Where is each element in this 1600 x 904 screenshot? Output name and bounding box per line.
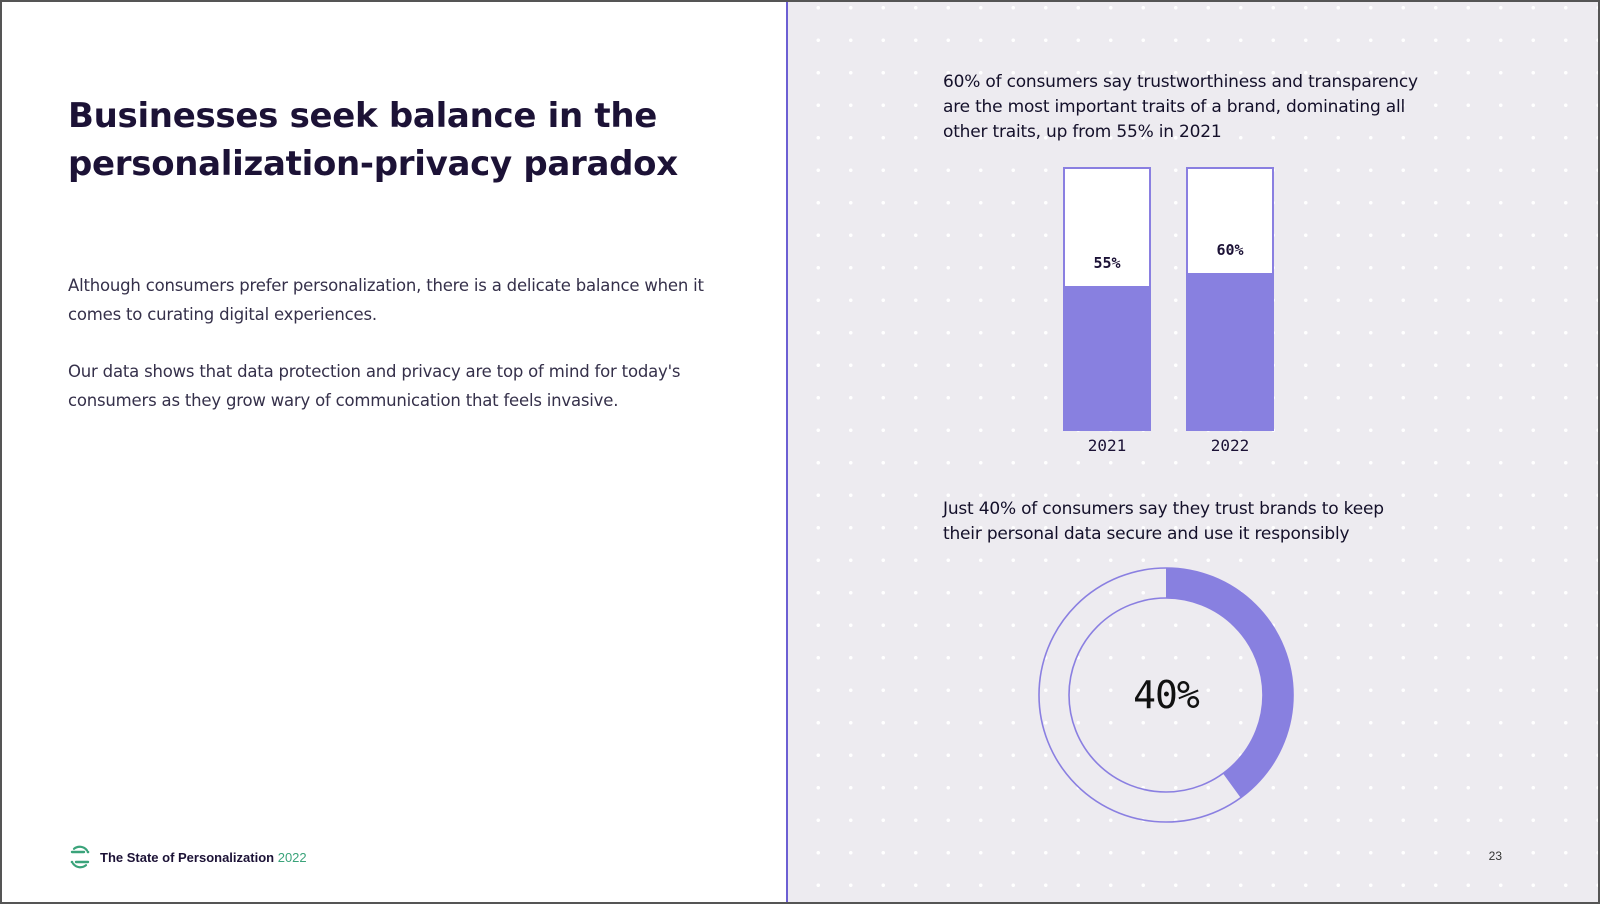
bar-fill-2022 <box>1186 272 1274 431</box>
intro-paragraph: Although consumers prefer personalizatio… <box>68 276 704 324</box>
right-panel: 60% of consumers say trustworthiness and… <box>786 2 1598 902</box>
footer-year: 2022 <box>277 849 307 865</box>
page-number: 23 <box>1488 849 1502 863</box>
bar-2022 <box>1186 167 1274 431</box>
donut-slice-40 <box>1166 568 1294 798</box>
left-panel: Businesses seek balance in the personali… <box>2 2 786 902</box>
bar-chart-title: 60% of consumers say trustworthiness and… <box>943 72 1418 142</box>
bar-category-label-2021: 2021 <box>1087 436 1127 455</box>
footer-title: The State of Personalization 2022 <box>100 850 307 865</box>
footer-brand-text: The State of Personalization <box>100 849 275 865</box>
footer-brand: The State of Personalization 2022 <box>68 844 307 870</box>
bar-value-label-2022: 60% <box>1216 240 1244 259</box>
donut-chart-title: Just 40% of consumers say they trust bra… <box>943 499 1384 544</box>
data-paragraph: Our data shows that data protection and … <box>68 362 681 410</box>
donut-center-label: 40% <box>1133 673 1200 717</box>
page-title: Businesses seek balance in the personali… <box>68 96 678 184</box>
bar-value-label-2021: 55% <box>1093 253 1121 272</box>
donut-chart <box>1038 567 1294 823</box>
bar-category-label-2022: 2022 <box>1210 436 1250 455</box>
bar-fill-2021 <box>1063 285 1151 431</box>
segment-logo-icon <box>70 845 90 869</box>
bar-2021 <box>1063 167 1151 431</box>
